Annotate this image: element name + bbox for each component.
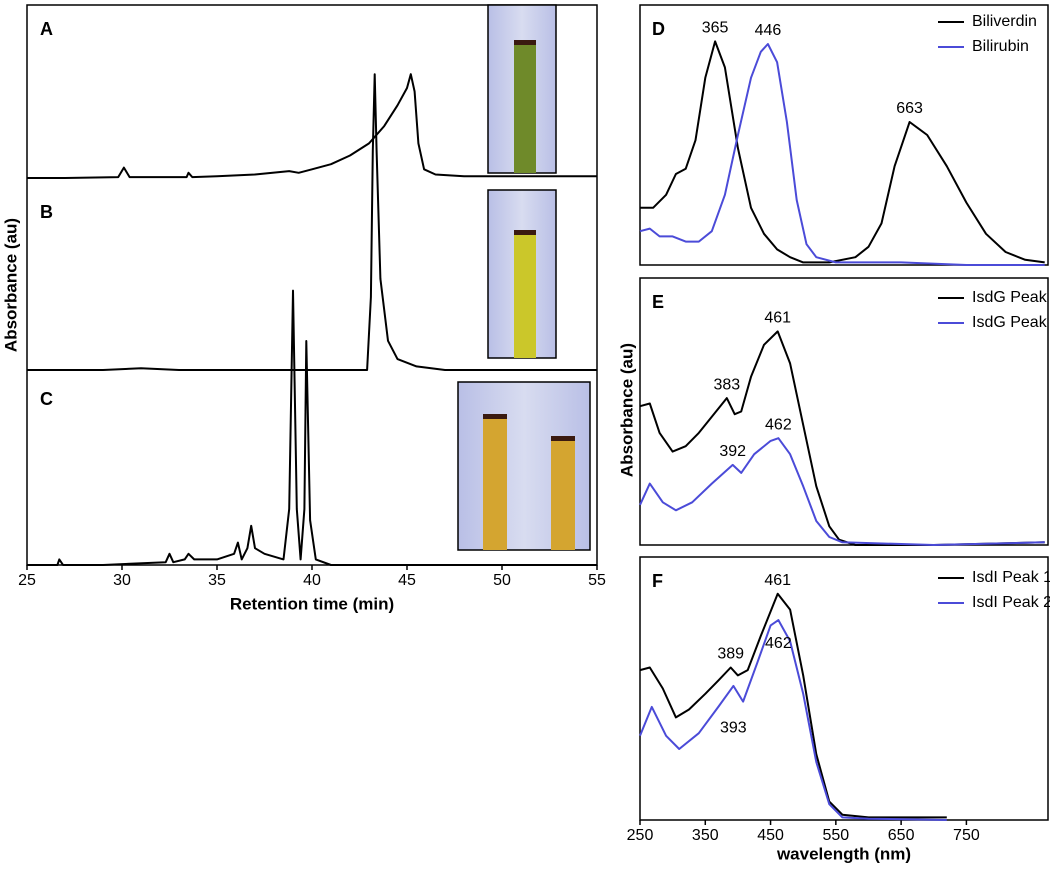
data-line: [639, 330, 1045, 546]
legend-label: IsdI Peak 2: [972, 594, 1050, 611]
y-axis-label: Absorbance (au): [1, 218, 20, 352]
legend-label: IsdI Peak 1: [972, 569, 1050, 586]
legend-label: Bilirubin: [972, 38, 1029, 55]
data-line: [27, 73, 597, 179]
peak-annotation: 389: [717, 646, 744, 663]
x-tick-label: 550: [822, 827, 849, 844]
x-axis-label: wavelength (nm): [776, 844, 911, 863]
x-tick-label: 35: [208, 572, 226, 589]
panel-label: B: [40, 202, 53, 222]
data-line: [639, 43, 1045, 266]
x-tick-label: 55: [588, 572, 606, 589]
panel-label: C: [40, 389, 53, 409]
peak-annotation: 462: [765, 416, 792, 433]
inset-photo: [487, 189, 557, 359]
panel-label: D: [652, 19, 665, 39]
x-tick-label: 25: [18, 572, 36, 589]
peak-annotation: 383: [713, 376, 740, 393]
peak-annotation: 393: [720, 719, 747, 736]
legend-label: IsdG Peak 1: [972, 289, 1050, 306]
data-line: [639, 437, 1045, 546]
data-line: [640, 40, 1045, 264]
legend-label: IsdG Peak 2: [972, 314, 1050, 331]
x-tick-label: 650: [888, 827, 915, 844]
peak-annotation: 663: [896, 100, 923, 117]
x-tick-label: 250: [627, 827, 654, 844]
peak-annotation: 446: [755, 22, 782, 39]
x-axis-label: Retention time (min): [230, 594, 394, 613]
plot-frame: [639, 277, 1049, 546]
peak-annotation: 462: [765, 635, 792, 652]
plot-frame: [639, 4, 1049, 266]
peak-annotation: 365: [702, 20, 729, 37]
peak-annotation: 461: [764, 310, 791, 327]
panel-label: A: [40, 19, 53, 39]
x-tick-label: 350: [692, 827, 719, 844]
peak-annotation: 392: [719, 443, 746, 460]
peak-annotation: 461: [764, 572, 791, 589]
data-line: [27, 73, 597, 371]
inset-photo: [487, 4, 557, 174]
data-line: [27, 289, 597, 566]
inset-photo: [457, 381, 591, 551]
x-tick-label: 750: [953, 827, 980, 844]
data-line: [639, 619, 947, 821]
x-tick-label: 450: [757, 827, 784, 844]
x-tick-label: 45: [398, 572, 416, 589]
x-tick-label: 30: [113, 572, 131, 589]
x-tick-label: 40: [303, 572, 321, 589]
legend-label: Biliverdin: [972, 13, 1037, 30]
x-tick-label: 50: [493, 572, 511, 589]
plot-frame: [639, 556, 1049, 821]
y-axis-label: Absorbance (au): [617, 343, 636, 477]
data-line: [639, 592, 947, 819]
panel-label: F: [652, 571, 663, 591]
panel-label: E: [652, 292, 664, 312]
